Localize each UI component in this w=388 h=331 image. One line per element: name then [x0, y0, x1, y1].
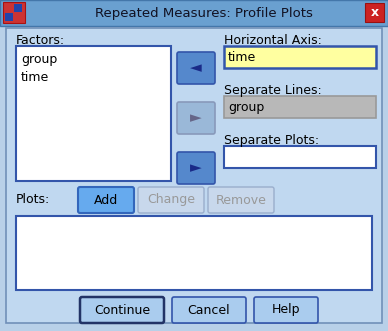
- Text: Change: Change: [147, 194, 195, 207]
- FancyBboxPatch shape: [0, 0, 388, 26]
- FancyBboxPatch shape: [365, 3, 384, 22]
- Text: Factors:: Factors:: [16, 34, 65, 47]
- FancyBboxPatch shape: [254, 297, 318, 323]
- FancyBboxPatch shape: [138, 187, 204, 213]
- FancyBboxPatch shape: [16, 216, 372, 290]
- Text: time: time: [228, 51, 256, 64]
- FancyBboxPatch shape: [224, 146, 376, 168]
- FancyBboxPatch shape: [172, 297, 246, 323]
- FancyBboxPatch shape: [78, 187, 134, 213]
- Text: x: x: [371, 7, 379, 20]
- Text: ►: ►: [190, 161, 202, 175]
- FancyBboxPatch shape: [3, 2, 25, 23]
- Text: Add: Add: [94, 194, 118, 207]
- FancyBboxPatch shape: [177, 102, 215, 134]
- Text: ◄: ◄: [190, 61, 202, 75]
- FancyBboxPatch shape: [80, 297, 164, 323]
- Text: group: group: [228, 101, 264, 114]
- FancyBboxPatch shape: [16, 46, 171, 181]
- Text: Horizontal Axis:: Horizontal Axis:: [224, 34, 322, 47]
- Text: Help: Help: [272, 304, 300, 316]
- FancyBboxPatch shape: [224, 46, 376, 68]
- Text: Separate Lines:: Separate Lines:: [224, 84, 322, 97]
- Text: Plots:: Plots:: [16, 193, 50, 206]
- Text: group: group: [21, 53, 57, 66]
- Text: Remove: Remove: [216, 194, 267, 207]
- FancyBboxPatch shape: [6, 28, 382, 323]
- Text: time: time: [21, 71, 49, 84]
- FancyBboxPatch shape: [5, 13, 13, 21]
- FancyBboxPatch shape: [224, 96, 376, 118]
- Text: Cancel: Cancel: [188, 304, 230, 316]
- Text: Repeated Measures: Profile Plots: Repeated Measures: Profile Plots: [95, 7, 313, 20]
- FancyBboxPatch shape: [14, 4, 22, 12]
- Text: Continue: Continue: [94, 304, 150, 316]
- FancyBboxPatch shape: [208, 187, 274, 213]
- Text: ►: ►: [190, 111, 202, 125]
- FancyBboxPatch shape: [177, 52, 215, 84]
- Text: Separate Plots:: Separate Plots:: [224, 134, 319, 147]
- FancyBboxPatch shape: [177, 152, 215, 184]
